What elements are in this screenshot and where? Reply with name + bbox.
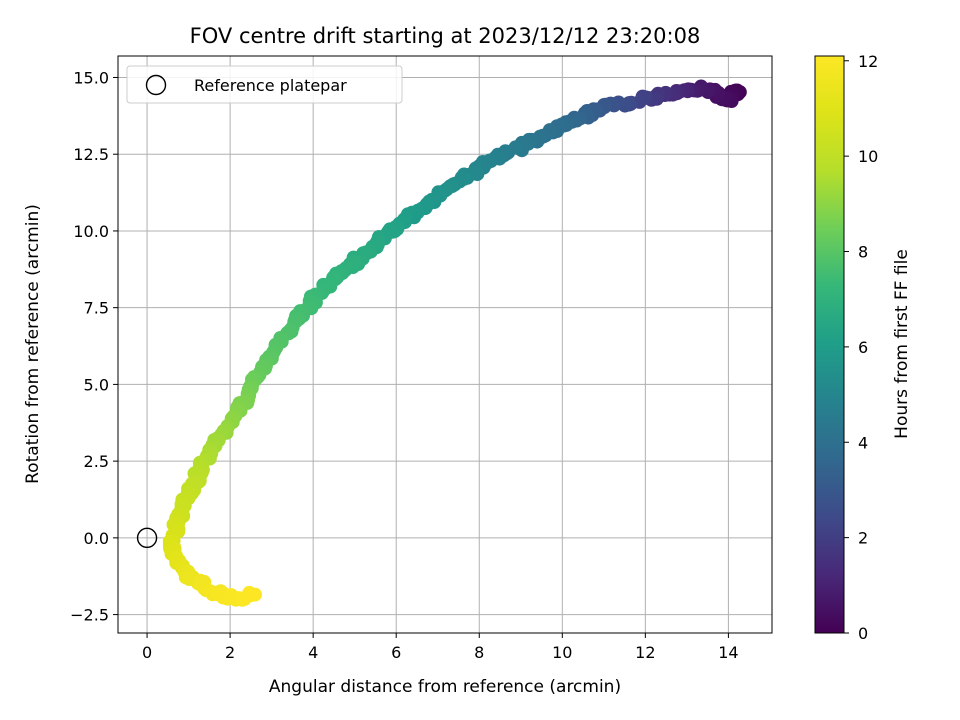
x-tick-label: 4 [308,643,318,662]
axis-ticks: 0 2 4 6 8 10 12 14 −2.5 0.0 2.5 5.0 7.5 10.0 12.5 15.0 [70,68,738,662]
drift-points [136,79,747,607]
legend-label-reference: Reference platepar [194,76,347,95]
y-tick-label: 2.5 [84,452,109,471]
colorbar-tick-label: 12 [858,52,878,71]
drift-point [248,587,262,602]
colorbar-tick-label: 0 [858,624,868,643]
chart-title: FOV centre drift starting at 2023/12/12 … [190,24,701,48]
y-tick-label: −2.5 [70,606,109,625]
colorbar-tick-label: 10 [858,147,878,166]
colorbar-tick-label: 6 [858,338,868,357]
legend-marker-reference [145,74,167,96]
colorbar-label: Hours from first FF file [892,249,912,439]
y-tick-label: 5.0 [84,375,109,394]
legend: Reference platepar [126,65,403,104]
x-axis-label: Angular distance from reference (arcmin) [269,677,621,697]
reference-platepar-marker [136,527,158,549]
colorbar-tick-label: 2 [858,529,868,548]
y-tick-label: 0.0 [84,529,109,548]
plot-frame [117,55,773,634]
x-tick-label: 2 [225,643,235,662]
x-tick-label: 10 [552,643,572,662]
y-tick-label: 7.5 [84,299,109,318]
colorbar [814,55,845,634]
x-tick-label: 6 [391,643,401,662]
y-tick-label: 10.0 [73,222,109,241]
colorbar-tick-label: 8 [858,243,868,262]
x-tick-label: 8 [474,643,484,662]
colorbar-tick-label: 4 [858,433,868,452]
colorbar-ticks: 0 2 4 6 8 10 12 [844,52,878,643]
legend-box [126,65,403,104]
y-tick-label: 12.5 [73,145,109,164]
y-axis-label: Rotation from reference (arcmin) [23,204,43,484]
x-tick-label: 14 [718,643,738,662]
x-tick-label: 12 [635,643,655,662]
grid-layer [118,56,772,633]
y-tick-label: 15.0 [73,68,109,87]
x-tick-label: 0 [142,643,152,662]
